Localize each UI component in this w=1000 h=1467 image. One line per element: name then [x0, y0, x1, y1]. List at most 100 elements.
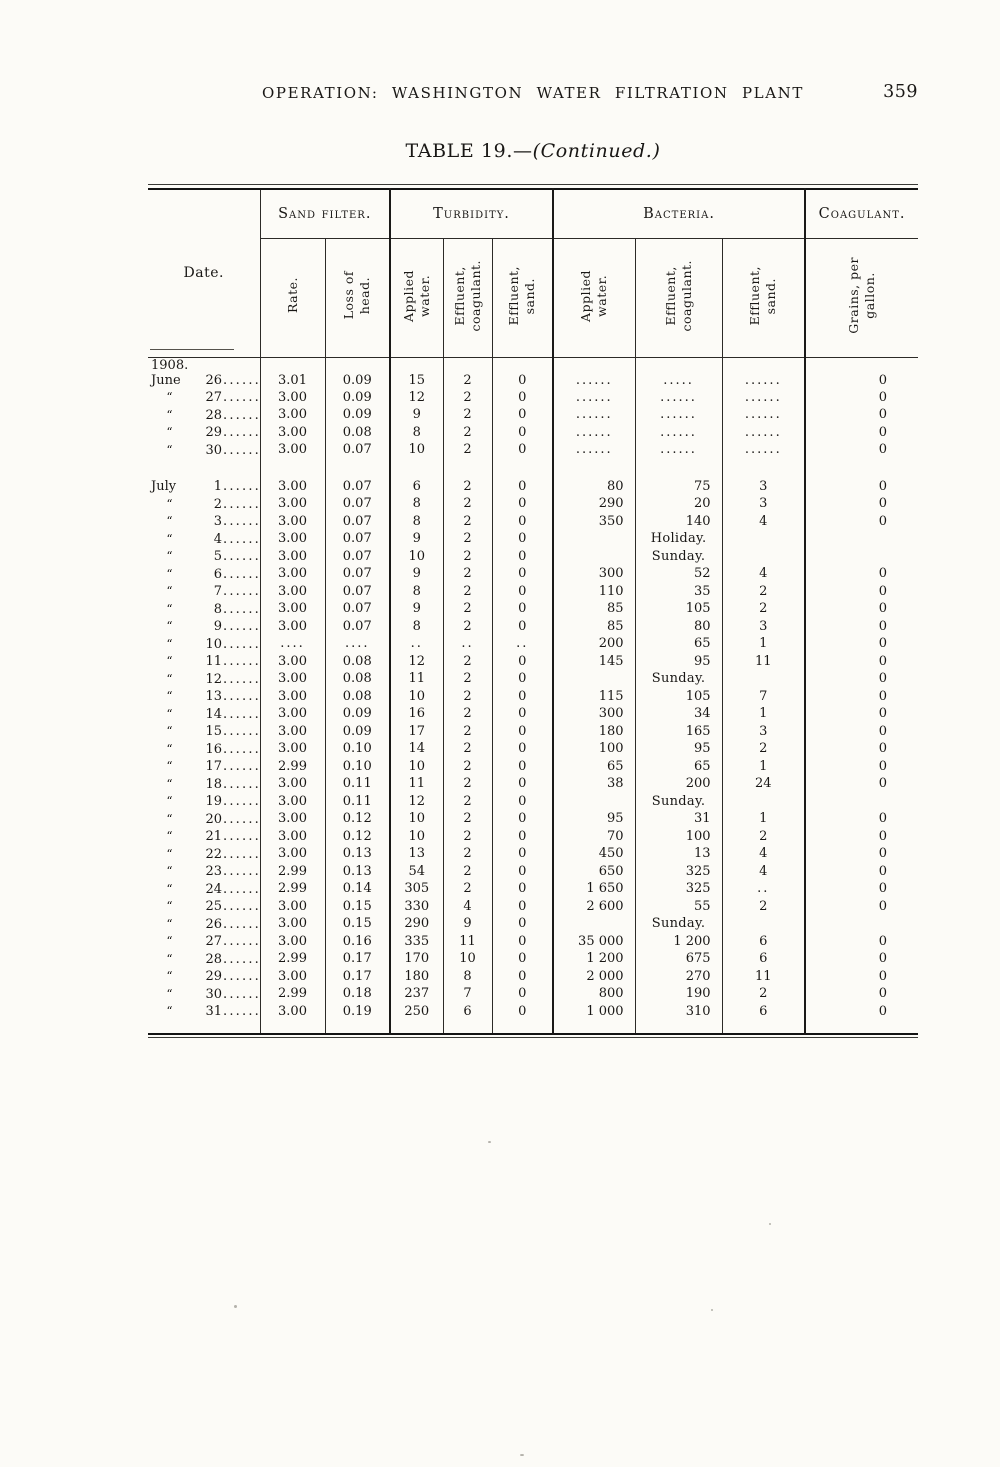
- cell-rate: 3.00: [259, 389, 325, 407]
- cell-bacteria-applied: 85: [552, 600, 636, 618]
- cell-date: June 26......: [148, 373, 260, 390]
- cell-bacteria-effluent-sand: ..: [721, 880, 806, 898]
- table-tail-row: [148, 1020, 919, 1034]
- cell-turbidity-effluent-coagulant: 2: [442, 758, 493, 776]
- cell-bacteria-effluent-sand: 3: [721, 479, 806, 496]
- cell-turbidity-effluent-coagulant: 2: [442, 513, 493, 531]
- cell-date: “ 26......: [148, 916, 260, 934]
- page-content: OPERATION: WASHINGTON WATER FILTRATION P…: [148, 0, 919, 1038]
- leader-dots: ......: [223, 776, 260, 792]
- cell-turbidity-effluent-sand: 0: [491, 600, 554, 618]
- day-label: 30: [205, 986, 222, 1002]
- cell-turbidity-effluent-coagulant: 2: [442, 845, 493, 863]
- leader-dots: ......: [223, 759, 260, 774]
- leader-dots: ......: [223, 584, 260, 599]
- cell-turbidity-effluent-coagulant: 11: [442, 933, 493, 951]
- day-label: 2: [213, 496, 222, 512]
- cell-bacteria-applied: 110: [552, 583, 636, 601]
- cell-bacteria-effluent-sand: 2: [721, 898, 806, 916]
- table-row: “ 26...... 3.00 0.15 290 9 0 Sunday.: [148, 915, 919, 934]
- day-label: 8: [213, 601, 222, 617]
- table-row: “16...... 3.00 0.10 14 2 0 100 95 2 0: [148, 740, 919, 758]
- cell-turbidity-effluent-coagulant: [442, 459, 493, 479]
- cell-coagulant-grains: 0: [804, 985, 919, 1003]
- data-table: Date. Sand filter. Turbidity. Bacteria. …: [148, 188, 919, 1035]
- cell-loss-of-head: 0.07: [324, 441, 391, 459]
- cell-turbidity-effluent-sand: 0: [491, 985, 554, 1003]
- cell-loss-of-head: ....: [324, 635, 391, 653]
- cell-bacteria-effluent-coagulant: 105: [634, 600, 723, 618]
- scan-speck: [488, 1141, 491, 1143]
- cell-turbidity-applied: 8: [389, 424, 444, 442]
- cell-bacteria-effluent-sand: 4: [721, 565, 806, 583]
- cell-bacteria-effluent-coagulant: 20: [634, 495, 723, 513]
- table-row: “15...... 3.00 0.09 17 2 0 180 165 3 0: [148, 723, 919, 741]
- cell-coagulant-grains: 0: [804, 740, 919, 758]
- table-title-main: TABLE 19.—: [405, 140, 533, 162]
- leader-dots: ......: [223, 986, 260, 1002]
- cell-rate: 3.00: [259, 406, 325, 424]
- table-row: “14...... 3.00 0.09 16 2 0 300 34 1 0: [148, 705, 919, 723]
- cell-bacteria-effluent-sand: ......: [721, 372, 806, 389]
- cell-turbidity-effluent-sand: 0: [491, 775, 554, 793]
- table-row: July 1...... 3.00 0.07 6 2 0 80 75 3 0: [148, 479, 919, 496]
- ditto-mark: “: [166, 390, 173, 404]
- cell-coagulant-grains: 0: [804, 670, 919, 688]
- ditto-mark: “: [166, 584, 173, 598]
- cell-bacteria-effluent-sand: 1: [721, 758, 806, 776]
- cell-turbidity-applied: 16: [389, 705, 444, 723]
- cell-bacteria-applied: 290: [552, 495, 636, 513]
- cell-turbidity-effluent-sand: [491, 459, 554, 479]
- cell-turbidity-effluent-sand: [491, 357, 554, 373]
- cell-coagulant-grains: 0: [804, 950, 919, 968]
- cell-loss-of-head: 0.07: [324, 479, 391, 496]
- scan-speck: [520, 1454, 524, 1456]
- table-frame: Date. Sand filter. Turbidity. Bacteria. …: [148, 184, 919, 1038]
- cell-turbidity-effluent-coagulant: 2: [442, 565, 493, 583]
- ditto-mark: “: [166, 899, 173, 913]
- cell-bacteria-effluent-coagulant: Sunday.: [634, 793, 723, 811]
- cell-bacteria-applied: 2 600: [552, 898, 636, 916]
- cell-date: “ 8......: [148, 601, 260, 619]
- cell-date: “ 23......: [148, 863, 260, 881]
- table-row: “10.................... 200 65 1 0: [148, 635, 919, 653]
- cell-date: “ 11......: [148, 653, 260, 671]
- cell-turbidity-applied: 12: [389, 389, 444, 407]
- table-row: “31...... 3.00 0.19 250 6 0 1 000 310 6 0: [148, 1003, 919, 1021]
- cell-bacteria-applied: 1 000: [552, 1003, 636, 1021]
- cell-date: “ 15......: [148, 723, 260, 741]
- ditto-mark: “: [166, 654, 173, 668]
- table-row: “25...... 3.00 0.15 330 4 0 2 600 55 2 0: [148, 898, 919, 916]
- day-label: 10: [205, 636, 222, 652]
- cell-bacteria-effluent-sand: ......: [721, 389, 806, 407]
- cell-turbidity-effluent-coagulant: 2: [442, 670, 493, 688]
- cell-turbidity-effluent-sand: 0: [491, 513, 554, 531]
- cell-bacteria-effluent-coagulant: Sunday.: [634, 670, 723, 688]
- cell-bacteria-effluent-sand: [721, 670, 806, 688]
- ditto-mark: “: [166, 689, 173, 703]
- cell-turbidity-applied: 305: [389, 880, 444, 898]
- cell-turbidity-effluent-coagulant: 2: [442, 548, 493, 566]
- cell-turbidity-effluent-sand: 0: [491, 372, 554, 389]
- table-row: “18...... 3.00 0.11 11 2 0 38 200 24 0: [148, 775, 919, 793]
- cell-bacteria-effluent-sand: 2: [721, 600, 806, 618]
- cell-coagulant-grains: 0: [804, 723, 919, 741]
- cell-bacteria-effluent-coagulant: 190: [634, 985, 723, 1003]
- cell-bacteria-effluent-coagulant: 675: [634, 950, 723, 968]
- cell-turbidity-effluent-sand: 0: [491, 810, 554, 828]
- cell-date: “ 7......: [148, 583, 260, 601]
- cell-turbidity-effluent-coagulant: 7: [442, 985, 493, 1003]
- table-row: “27...... 3.00 0.09 12 2 0.................. 0: [148, 389, 919, 407]
- cell-coagulant-grains: 0: [804, 898, 919, 916]
- table-row: “28...... 2.99 0.17 170 10 0 1 200 675 6 0: [148, 950, 919, 968]
- cell-turbidity-effluent-sand: 0: [491, 898, 554, 916]
- table-row: “6...... 3.00 0.07 9 2 0 300 52 4 0: [148, 565, 919, 583]
- day-label: 24: [205, 881, 222, 897]
- sub-header-row: Rate. Loss of head. Applied water. Efflu…: [148, 238, 919, 358]
- leader-dots: ......: [223, 864, 260, 879]
- cell-bacteria-applied: 100: [552, 740, 636, 758]
- cell-bacteria-effluent-coagulant: 325: [634, 880, 723, 898]
- cell-bacteria-applied: 2 000: [552, 968, 636, 986]
- cell-turbidity-effluent-coagulant: 2: [442, 688, 493, 706]
- cell-bacteria-effluent-sand: 4: [721, 863, 806, 881]
